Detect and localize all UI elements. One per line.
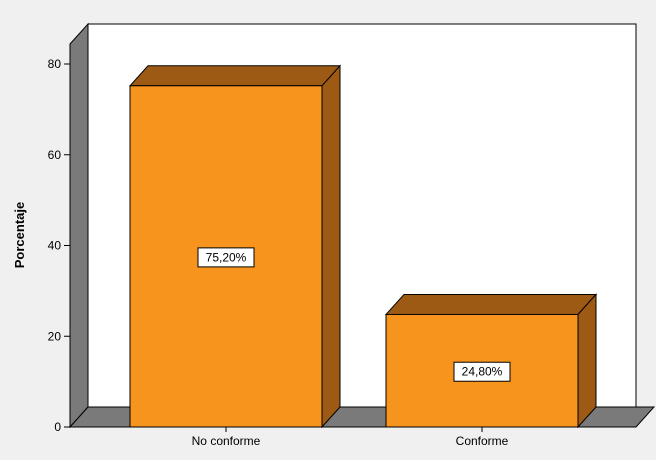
- data-label: 24,80%: [462, 365, 503, 379]
- bar-top: [128, 65, 342, 87]
- y-tick-label: 80: [48, 57, 62, 71]
- data-label-box: [197, 247, 255, 268]
- x-category-label: No conforme: [192, 434, 261, 448]
- y-axis: 0 20 40 60 80: [48, 44, 483, 434]
- bar-side: [321, 64, 341, 429]
- bar-side: [577, 293, 597, 429]
- labels: 75,20% No conforme 24,80% Conforme: [192, 247, 511, 448]
- bar-top: [384, 293, 598, 315]
- x-category-label: Conforme: [456, 434, 509, 448]
- y-axis-title: Porcentaje: [12, 202, 27, 268]
- y-tick-label: 20: [48, 329, 62, 343]
- data-label: 75,20%: [206, 250, 247, 264]
- y-tick-label: 40: [48, 239, 62, 253]
- y-tick-label: 0: [54, 420, 61, 434]
- y-tick-label: 60: [48, 148, 62, 162]
- left-wall: [69, 22, 89, 429]
- data-label-box: [453, 361, 511, 382]
